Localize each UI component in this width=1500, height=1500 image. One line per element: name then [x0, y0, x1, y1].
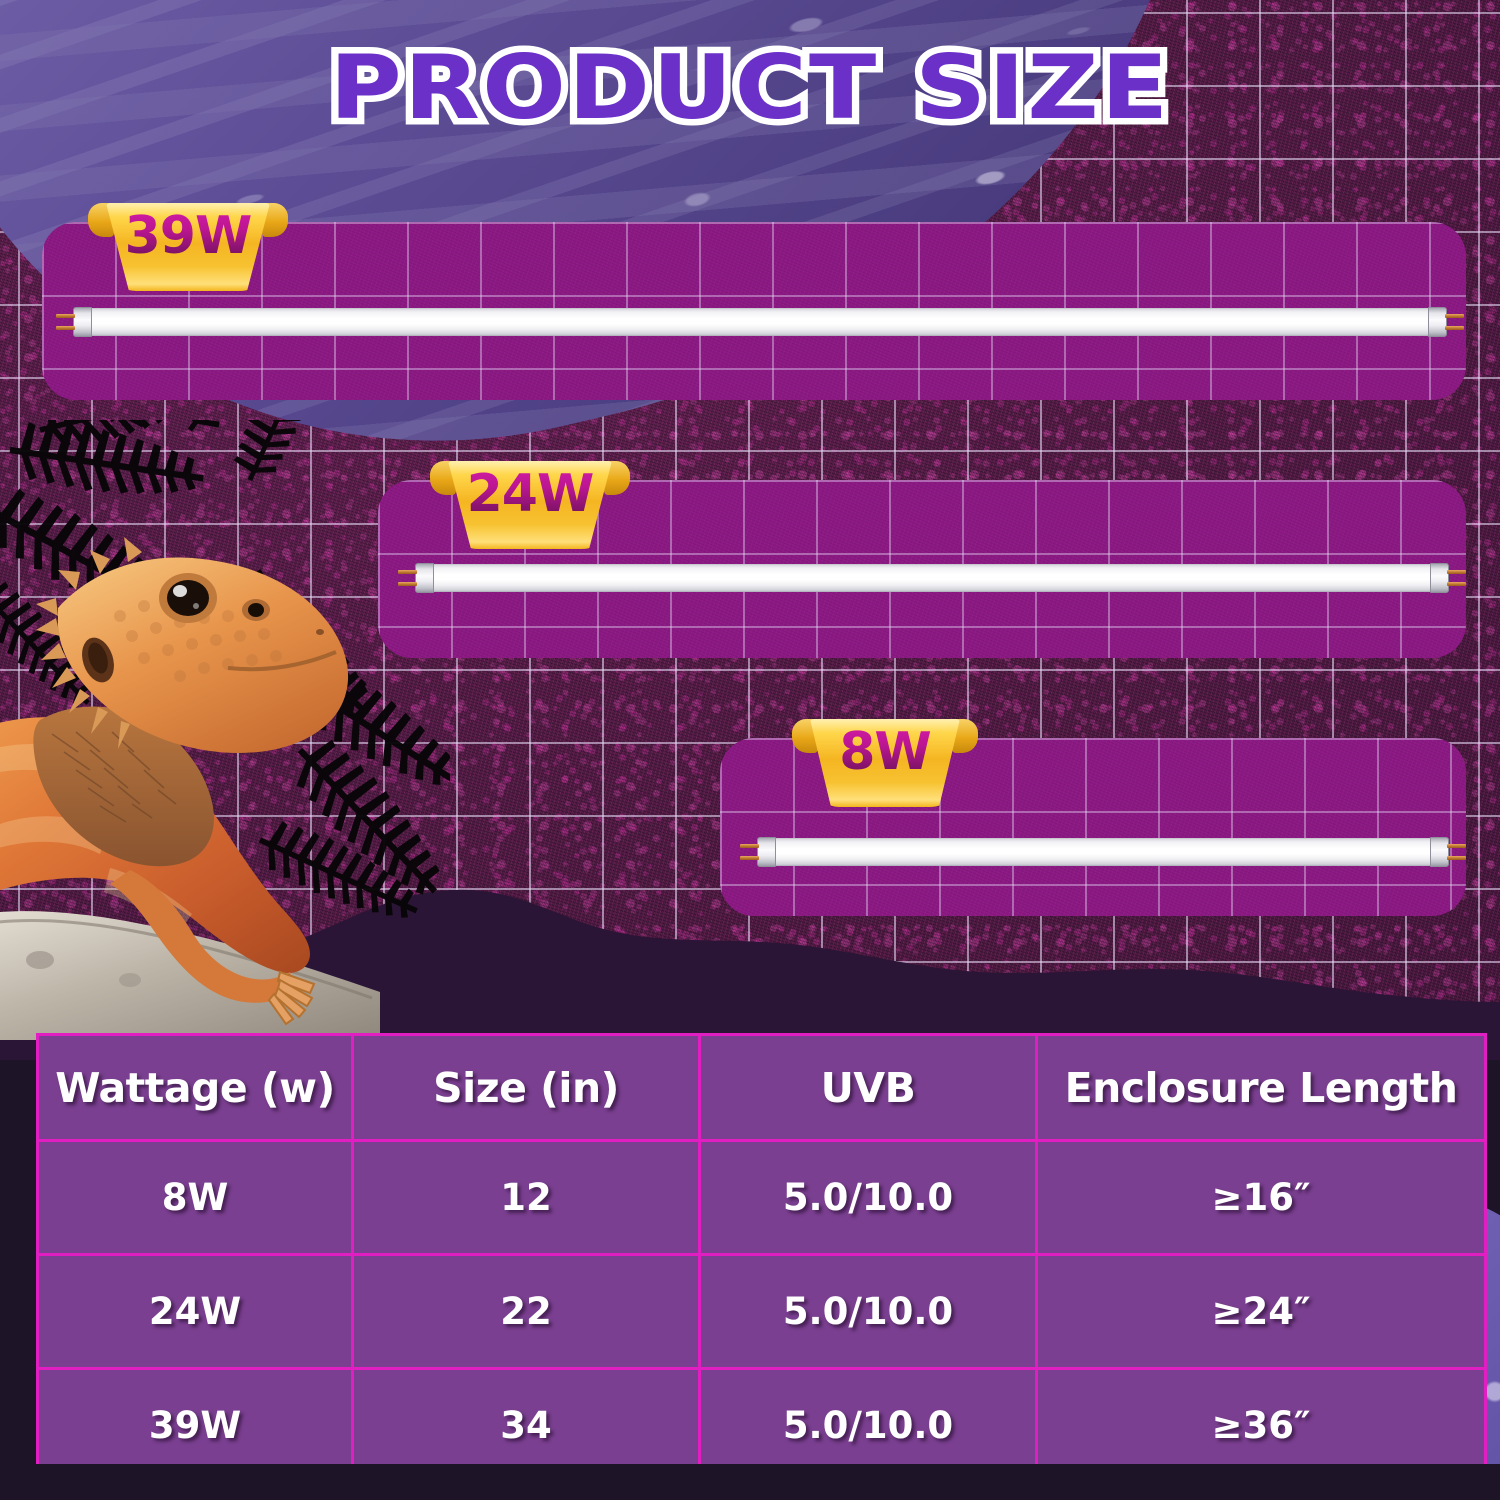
cell-enclosure: ≥16″	[1035, 1139, 1487, 1256]
lamp-tube-cap-right	[1428, 307, 1447, 337]
lamp-tube-glass	[416, 564, 1448, 592]
ribbon-body	[106, 203, 270, 291]
table-header-wattage: Wattage (w)	[36, 1033, 354, 1142]
bottom-band	[0, 1464, 1500, 1500]
bearded-dragon-photo	[0, 420, 450, 1040]
lamp-tube-pin	[740, 844, 759, 848]
lamp-tube-cap-left	[73, 307, 92, 337]
lamp-tube-pin	[56, 314, 75, 318]
lamp-tube-pin	[398, 570, 417, 574]
product-spec-table: Wattage (w) Size (in) UVB Enclosure Leng…	[36, 1033, 1487, 1484]
lamp-tube-cap-left	[415, 563, 434, 593]
table-header-enclosure: Enclosure Length	[1035, 1033, 1487, 1142]
table-row: 24W 22 5.0/10.0 ≥24″	[36, 1253, 1487, 1370]
lamp-tube-pin	[1447, 570, 1466, 574]
table-header-row: Wattage (w) Size (in) UVB Enclosure Leng…	[36, 1033, 1487, 1142]
table-header-uvb: UVB	[698, 1033, 1038, 1142]
lamp-tube-icon-8w	[740, 837, 1466, 867]
lamp-tube-icon-39w	[56, 307, 1464, 337]
lamp-tube-pin	[398, 582, 417, 586]
cell-uvb: 5.0/10.0	[698, 1139, 1038, 1256]
wattage-badge-label: 39W	[88, 203, 288, 270]
cell-size: 22	[351, 1253, 701, 1370]
lamp-tube-pin	[1447, 844, 1466, 848]
lamp-tube-cap-right	[1430, 837, 1449, 867]
lamp-tube-cap-right	[1430, 563, 1449, 593]
lamp-tube-glass	[74, 308, 1446, 336]
lamp-tube-icon-24w	[398, 563, 1466, 593]
ribbon-body	[448, 461, 612, 549]
lamp-tube-pin	[1447, 856, 1466, 860]
lamp-tube-cap-left	[757, 837, 776, 867]
wattage-badge-24w: 24W	[430, 461, 630, 549]
cell-enclosure: ≥24″	[1035, 1253, 1487, 1370]
lamp-tube-glass	[758, 838, 1448, 866]
wattage-badge-label: 8W	[792, 719, 978, 786]
cell-wattage: 8W	[36, 1139, 354, 1256]
lamp-tube-pin	[1445, 314, 1464, 318]
lamp-tube-pin	[1445, 326, 1464, 330]
lamp-tube-pin	[56, 326, 75, 330]
lamp-tube-pin	[1447, 582, 1466, 586]
table-row: 8W 12 5.0/10.0 ≥16″	[36, 1139, 1487, 1256]
cell-wattage: 24W	[36, 1253, 354, 1370]
cell-uvb: 5.0/10.0	[698, 1253, 1038, 1370]
cell-size: 12	[351, 1139, 701, 1256]
wattage-badge-8w: 8W	[792, 719, 978, 807]
lamp-tube-pin	[740, 856, 759, 860]
page-title: PRODUCT SIZE	[322, 30, 1175, 146]
wattage-badge-39w: 39W	[88, 203, 288, 291]
wattage-badge-label: 24W	[430, 461, 630, 528]
table-header-size: Size (in)	[351, 1033, 701, 1142]
ribbon-body	[810, 719, 960, 807]
